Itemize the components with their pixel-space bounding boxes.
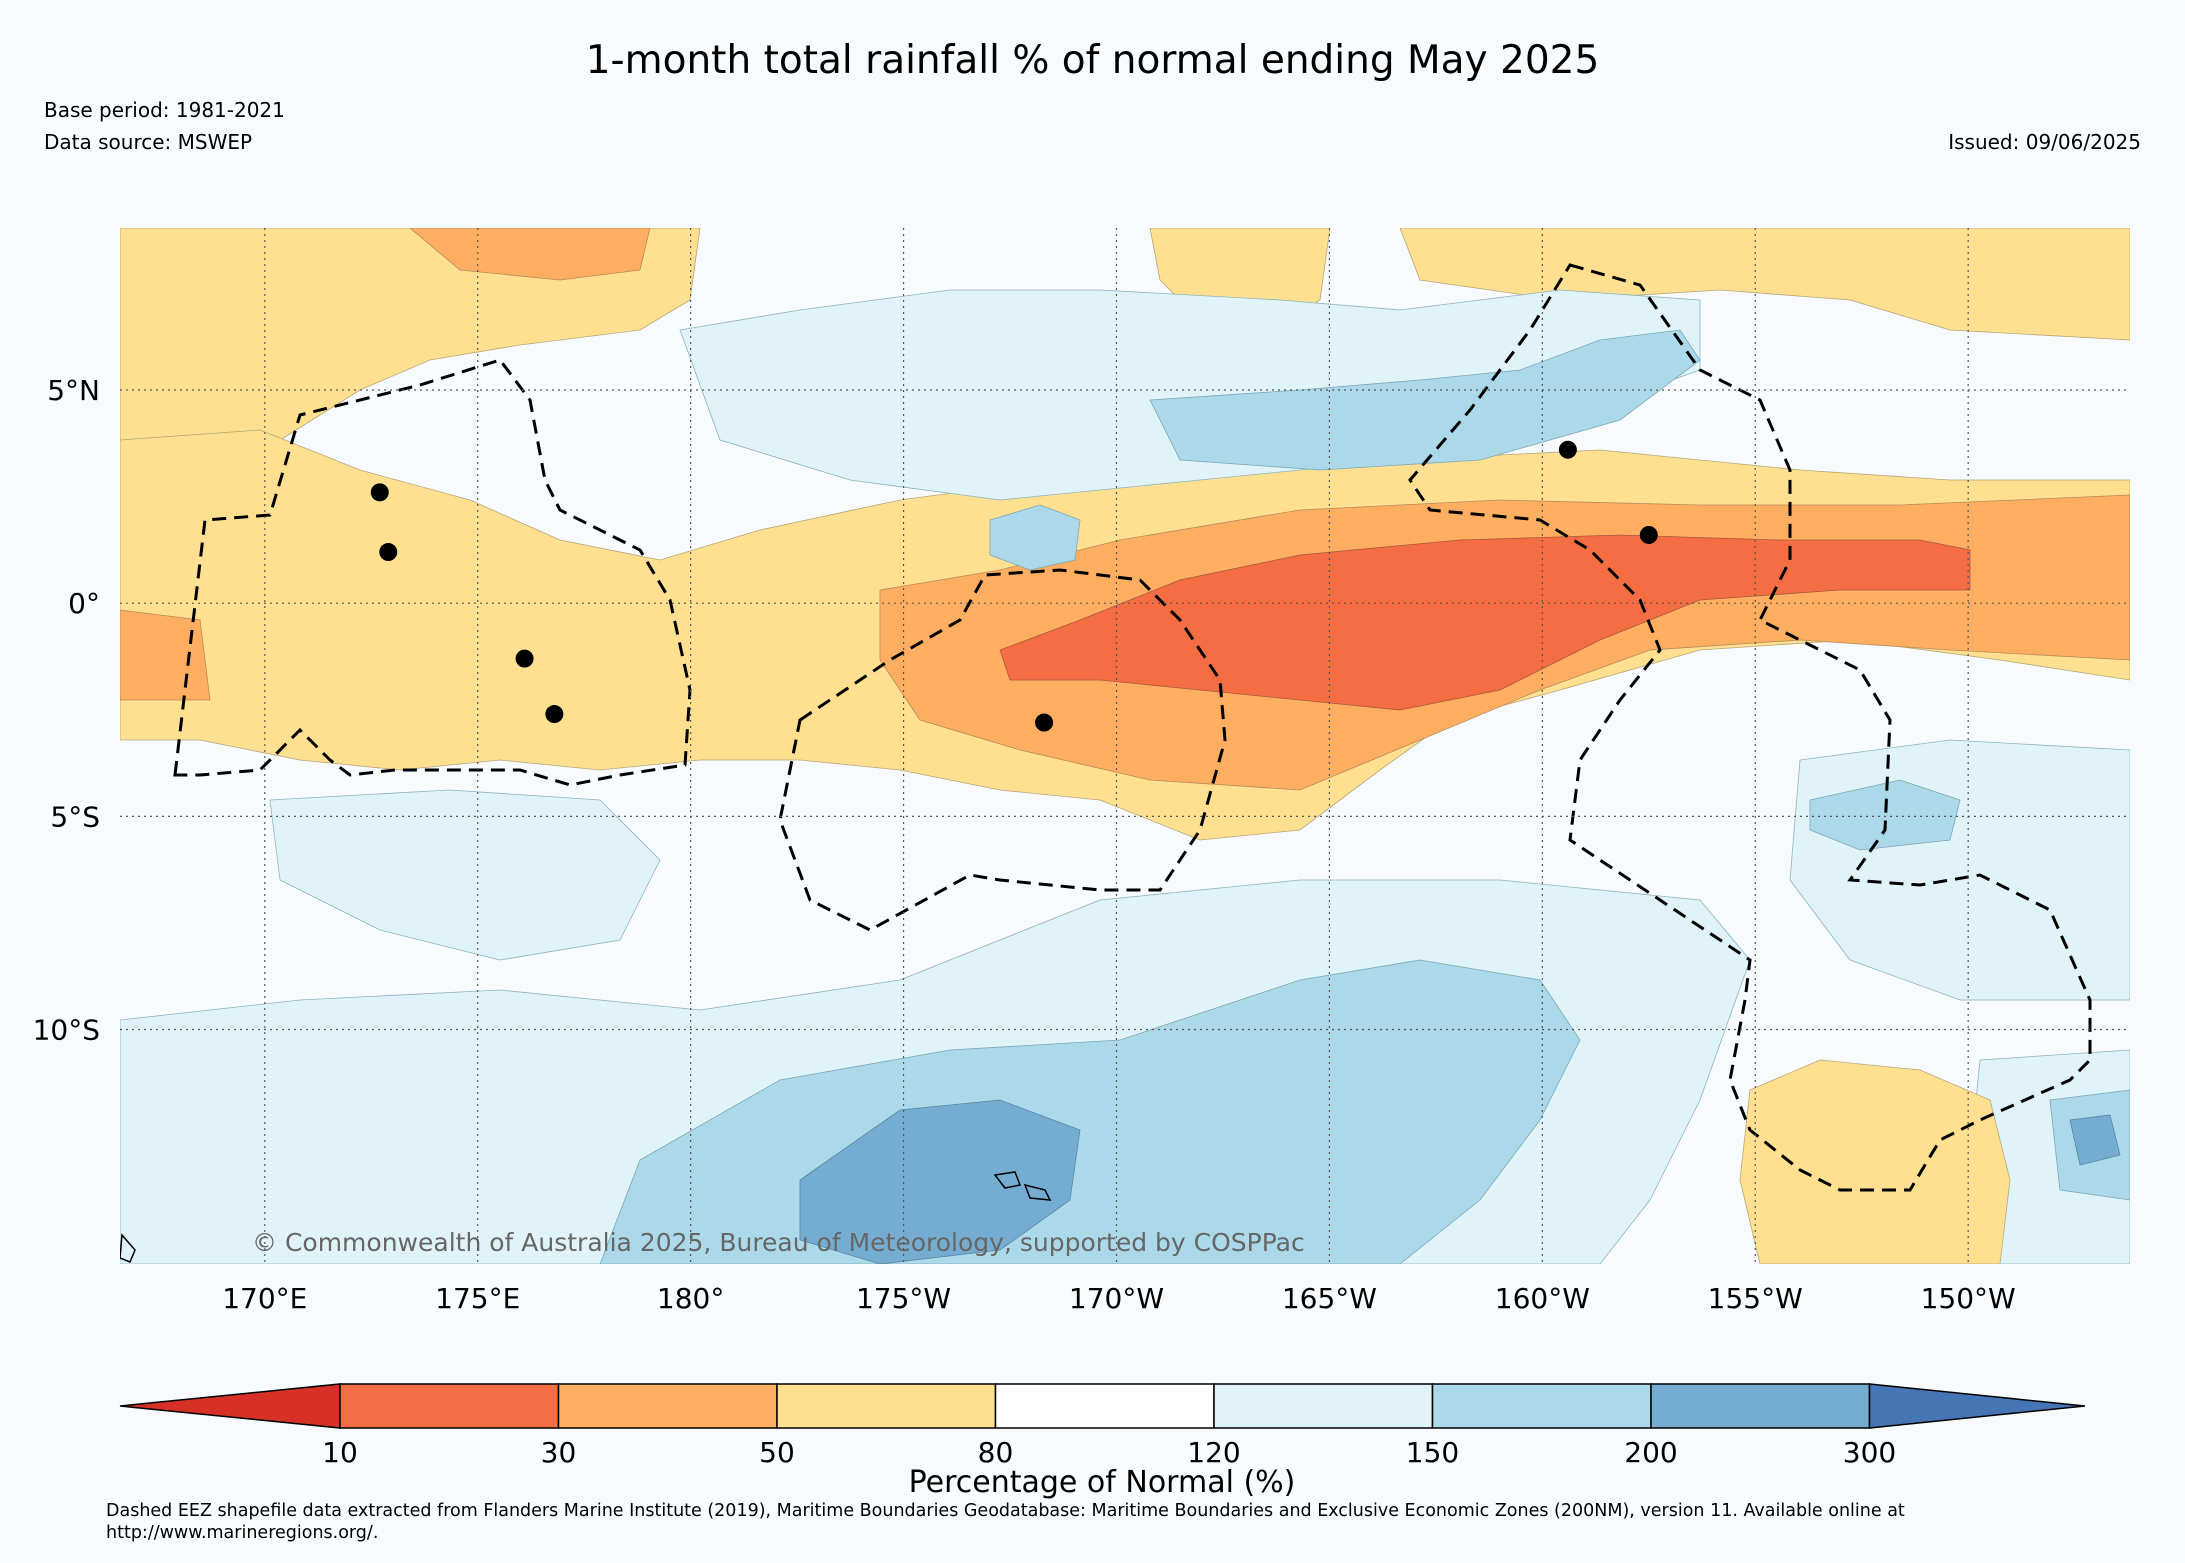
lat-tick-label: 10°S (33, 1014, 100, 1047)
eez-boundary-phoenix (778, 568, 1227, 932)
longitude-ticks: 170°E 175°E 180° 175°W 170°W 165°W 160°W 155°W 1… (222, 1282, 2016, 1315)
station-marker (515, 649, 534, 668)
rainfall-region-50-80-topright (1399, 228, 2130, 341)
colorbar-tick-label: 10 (322, 1436, 358, 1469)
station-marker (1639, 525, 1658, 544)
island-outline-west (120, 1233, 136, 1263)
colorbar-title: Percentage of Normal (%) (909, 1465, 1296, 1500)
colorbar-tick-label: 200 (1624, 1436, 1677, 1469)
lon-tick-label: 150°W (1921, 1282, 2016, 1315)
colorbar-band (339, 1383, 560, 1429)
rainfall-region-10-30 (999, 534, 1971, 711)
gridlines (120, 228, 2130, 1264)
map-title: 1-month total rainfall % of normal endin… (585, 38, 1600, 83)
lon-tick-label: 175°W (856, 1282, 951, 1315)
colorbar-tick-label: 150 (1406, 1436, 1459, 1469)
colorbar-bands (119, 1383, 2086, 1429)
lat-tick-label: 5°N (47, 374, 100, 407)
colorbar-extend-high (1868, 1383, 2086, 1429)
colorbar-tick-label: 30 (541, 1436, 577, 1469)
eez-boundary-kiribati-gilbert (173, 358, 692, 787)
colorbar-extend-low (119, 1383, 341, 1429)
lon-tick-label: 180° (657, 1282, 724, 1315)
station-marker (1035, 713, 1054, 732)
copyright-notice: © Commonwealth of Australia 2025, Bureau… (252, 1228, 1305, 1257)
islands (120, 1171, 1052, 1263)
rainfall-region-120-150-sw (269, 789, 661, 961)
lat-tick-label: 5°S (50, 800, 100, 833)
issued-date: Issued: 09/06/2025 (1948, 130, 2141, 154)
station-marker (379, 543, 398, 562)
rainfall-region-200-300-se (2069, 1114, 2121, 1166)
colorbar-labels: 10 30 50 80 120 150 200 300 (322, 1436, 1896, 1469)
rainfall-field: © Commonwealth of Australia 2025, Bureau… (120, 228, 2130, 1264)
rainfall-region-30-50-west (120, 609, 211, 701)
rainfall-region-150-200-east (1809, 779, 1961, 851)
colorbar-band (557, 1383, 778, 1429)
rainfall-region-150-200-island (989, 504, 1081, 571)
base-period: Base period: 1981-2021 (44, 98, 285, 122)
rainfall-region-150-200-north (1149, 329, 1701, 471)
colorbar-band (776, 1383, 997, 1429)
lon-tick-label: 165°W (1282, 1282, 1377, 1315)
colorbar-band (1213, 1383, 1434, 1429)
eez-boundary-line-islands (1408, 263, 2092, 1192)
eez-boundaries (173, 263, 2092, 1192)
lon-tick-label: 170°W (1069, 1282, 1164, 1315)
stations-layer (370, 440, 1658, 732)
colorbar-band (994, 1383, 1215, 1429)
island-outline-samoa (993, 1171, 1052, 1201)
station-marker (1558, 440, 1577, 459)
colorbar-band (1431, 1383, 1652, 1429)
colorbar: 10 30 50 80 120 150 200 300 Percentage of Norma… (119, 1383, 2086, 1500)
colorbar-tick-label: 50 (759, 1436, 795, 1469)
rainfall-region-200-300 (799, 1099, 1081, 1264)
footnote: Dashed EEZ shapefile data extracted from… (106, 1501, 1905, 1543)
latitude-ticks: 5°N 0° 5°S 10°S (33, 374, 100, 1047)
lon-tick-label: 155°W (1708, 1282, 1803, 1315)
lon-tick-label: 170°E (222, 1282, 307, 1315)
colorbar-band (1650, 1383, 1871, 1429)
station-marker (370, 483, 389, 502)
colorbar-tick-label: 120 (1187, 1436, 1240, 1469)
data-source: Data source: MSWEP (44, 130, 253, 154)
rainfall-region-30-50-northwest (409, 228, 651, 281)
station-marker (545, 705, 564, 724)
lon-tick-label: 175°E (435, 1282, 520, 1315)
lon-tick-label: 160°W (1495, 1282, 1590, 1315)
colorbar-tick-label: 80 (978, 1436, 1014, 1469)
lat-tick-label: 0° (68, 587, 100, 620)
colorbar-tick-label: 300 (1843, 1436, 1896, 1469)
rainfall-region-50-80-southeast (1739, 1059, 2011, 1264)
